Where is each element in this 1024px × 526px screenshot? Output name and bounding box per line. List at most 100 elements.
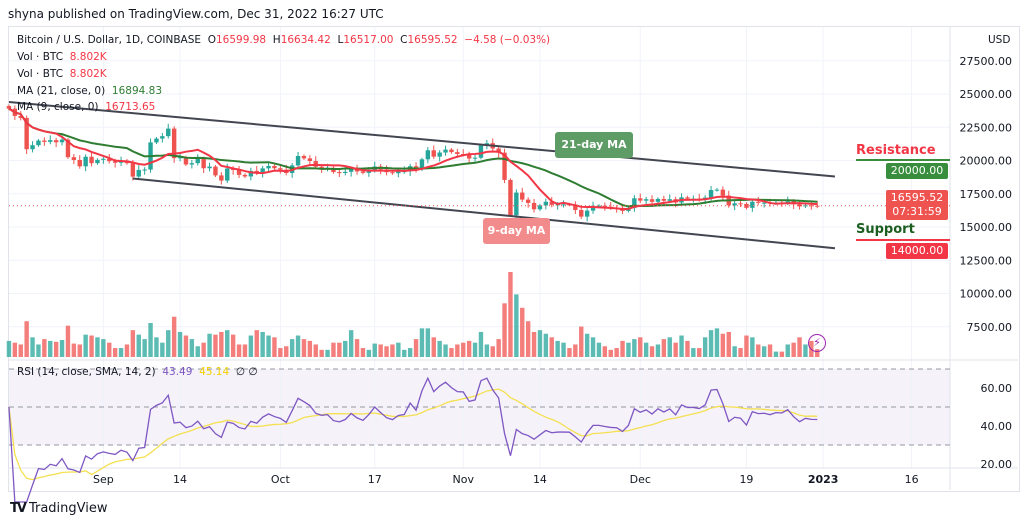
volume-bar	[390, 344, 395, 357]
candle	[655, 197, 661, 204]
open-label: O	[207, 34, 216, 46]
candle-body	[720, 189, 726, 196]
ma21-value: 16894.83	[111, 85, 163, 97]
candle-body	[738, 203, 743, 205]
candle-body	[638, 198, 643, 201]
volume-label: Vol · BTC	[17, 51, 64, 63]
volume-bar	[136, 334, 141, 357]
candle	[756, 196, 761, 206]
candle-body	[154, 138, 159, 143]
volume-bar	[472, 342, 478, 357]
channel-trendline	[8, 100, 836, 178]
candle-body	[750, 201, 755, 208]
ma9-annotation[interactable]: 9-day MA	[483, 218, 550, 244]
volume-bar	[77, 344, 82, 357]
candle	[142, 167, 147, 175]
candle	[83, 154, 88, 172]
candle	[42, 137, 47, 146]
candle-body	[295, 155, 301, 166]
candle	[272, 164, 277, 170]
volume-bar	[12, 342, 18, 357]
candle-body	[661, 198, 667, 201]
candle	[750, 198, 755, 212]
volume-bar	[673, 342, 678, 357]
volume-bar	[738, 348, 743, 357]
candle-body	[549, 201, 554, 205]
candle-body	[756, 201, 761, 203]
volume-bar	[608, 349, 613, 357]
volume-bar	[726, 331, 731, 357]
candle-body	[579, 209, 584, 217]
resistance-label[interactable]: Resistance	[856, 143, 936, 158]
volume-bar	[101, 339, 106, 357]
volume-bar	[413, 339, 419, 357]
support-label[interactable]: Support	[856, 222, 915, 237]
volume-bar	[466, 340, 472, 357]
candle-body	[183, 157, 189, 165]
volume-bar	[584, 333, 590, 357]
volume-bar	[337, 342, 342, 357]
candle-body	[708, 190, 714, 198]
ma21-annotation[interactable]: 21-day MA	[555, 132, 633, 158]
price-tick-label: 25000.00	[960, 88, 1013, 101]
lightning-icon[interactable]: ⚡	[808, 334, 826, 352]
candle-body	[225, 168, 230, 181]
volume-bar	[177, 331, 183, 357]
candle-body	[744, 203, 749, 208]
volume-bar	[720, 333, 726, 357]
ma21-label: MA (21, close, 0)	[17, 85, 106, 97]
volume-label: Vol · BTC	[17, 68, 64, 80]
symbol-legend: Bitcoin / U.S. Dollar, 1D, COINBASE O 165…	[17, 34, 550, 46]
candle	[266, 161, 271, 172]
candle	[219, 172, 224, 185]
candle-body	[360, 171, 366, 173]
volume-bar	[549, 337, 554, 357]
candle-body	[714, 189, 720, 191]
volume-bar	[679, 335, 684, 357]
candle	[514, 189, 519, 220]
volume-bar	[213, 334, 218, 357]
volume-bar	[490, 346, 495, 357]
time-tick-label: 2023	[808, 473, 839, 486]
low-value: 16517.00	[343, 34, 394, 46]
volume-bar	[638, 337, 643, 357]
volume-bar	[171, 316, 177, 357]
volume-bar	[384, 346, 389, 357]
volume-bar	[319, 349, 324, 357]
candle-body	[48, 140, 53, 142]
volume-bar	[655, 344, 661, 357]
candle-body	[71, 157, 77, 160]
candle-body	[537, 205, 543, 210]
candle-body	[343, 171, 348, 174]
candle	[195, 154, 200, 166]
candle	[525, 197, 531, 208]
volume-bar	[643, 342, 649, 357]
candle-body	[95, 159, 100, 164]
candle-body	[266, 165, 271, 169]
volume-bar	[207, 333, 212, 357]
candle-body	[425, 150, 431, 160]
high-value: 16634.42	[280, 34, 331, 46]
volume-bar	[602, 346, 608, 357]
candle-body	[242, 174, 248, 177]
volume-bar	[378, 344, 383, 357]
candle-body	[419, 159, 425, 170]
volume-bar	[366, 349, 372, 357]
candle-body	[602, 205, 608, 207]
tradingview-logo[interactable]: TV TradingView	[10, 501, 107, 516]
candle-body	[30, 145, 35, 150]
volume-bar	[797, 337, 802, 357]
symbol-title[interactable]: Bitcoin / U.S. Dollar, 1D, COINBASE	[17, 34, 202, 46]
candle-body	[207, 166, 212, 169]
candle	[36, 138, 41, 147]
current-price-label: 16595.52 07:31:59	[886, 190, 948, 220]
candle-body	[797, 204, 802, 207]
candle-body	[101, 158, 106, 160]
candle-body	[472, 157, 478, 159]
volume-legend-1: Vol · BTC 8.802K	[17, 51, 107, 63]
candle	[638, 193, 643, 204]
volume-bar	[750, 337, 755, 357]
volume-bar	[71, 343, 77, 357]
volume-bar	[142, 339, 147, 357]
